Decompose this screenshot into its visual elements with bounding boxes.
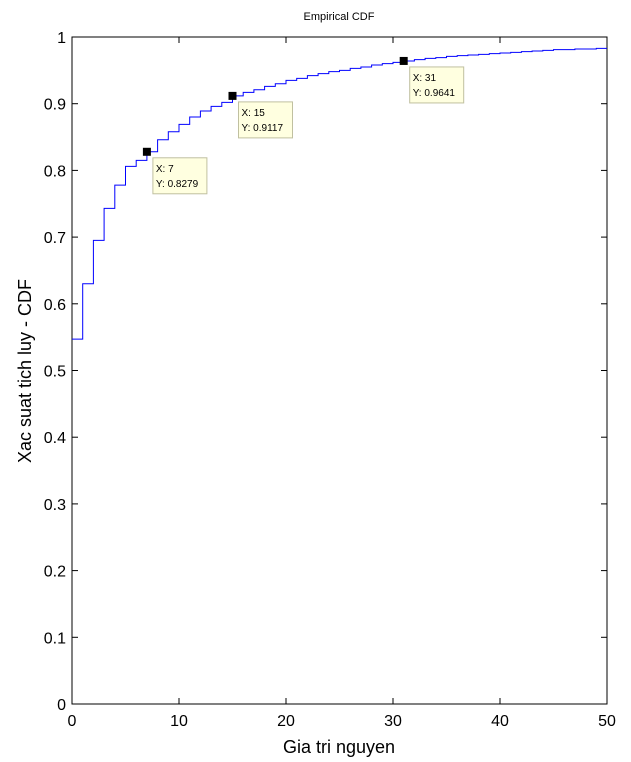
y-tick-label: 0.6 [44, 297, 66, 314]
x-tick-label: 0 [68, 713, 77, 730]
datatip-marker-2 [399, 56, 408, 65]
datatip-y-label: Y: 0.9641 [413, 88, 456, 99]
cdf-step-line-0 [72, 47, 607, 340]
y-tick-label: 0.7 [44, 230, 66, 247]
y-tick-label: 0.4 [44, 430, 66, 447]
y-axis-title: Xac suat tich luy - CDF [15, 279, 35, 463]
datatip-box-0 [152, 157, 208, 195]
x-tick-label: 50 [598, 713, 616, 730]
datatip-y-label: Y: 0.9117 [242, 123, 284, 134]
datatip-y-label: Y: 0.8279 [156, 179, 199, 190]
x-axis-title: Gia tri nguyen [283, 737, 395, 757]
x-tick-label: 30 [384, 713, 402, 730]
y-tick-label: 0.8 [44, 163, 66, 180]
plot-area: 0 10 20 30 40 50 0 0.1 0.2 0.3 0.4 0.5 0.6 0.7 0.8 0.9 1… [44, 30, 616, 730]
axes-box [71, 36, 608, 705]
chart-title: Empirical CDF [304, 11, 375, 23]
datatip-x-label: X: 15 [242, 108, 266, 119]
x-tick-label: 10 [170, 713, 188, 730]
y-tick-label: 0.1 [44, 630, 66, 647]
y-tick-label: 1 [57, 30, 66, 47]
datatip-box-2 [409, 66, 465, 104]
datatip-marker-0 [142, 147, 151, 156]
datatip-box-1 [238, 101, 293, 139]
x-tick-label: 20 [277, 713, 295, 730]
datatip-marker-1 [228, 91, 237, 100]
datatip-x-label: X: 7 [156, 164, 174, 175]
x-tick-label: 40 [491, 713, 509, 730]
y-tick-label: 0.9 [44, 97, 66, 114]
datatip-x-label: X: 31 [413, 73, 437, 84]
y-tick-label: 0 [57, 697, 66, 714]
y-tick-label: 0.2 [44, 564, 66, 581]
y-tick-label: 0.5 [44, 364, 66, 381]
y-tick-label: 0.3 [44, 497, 66, 514]
